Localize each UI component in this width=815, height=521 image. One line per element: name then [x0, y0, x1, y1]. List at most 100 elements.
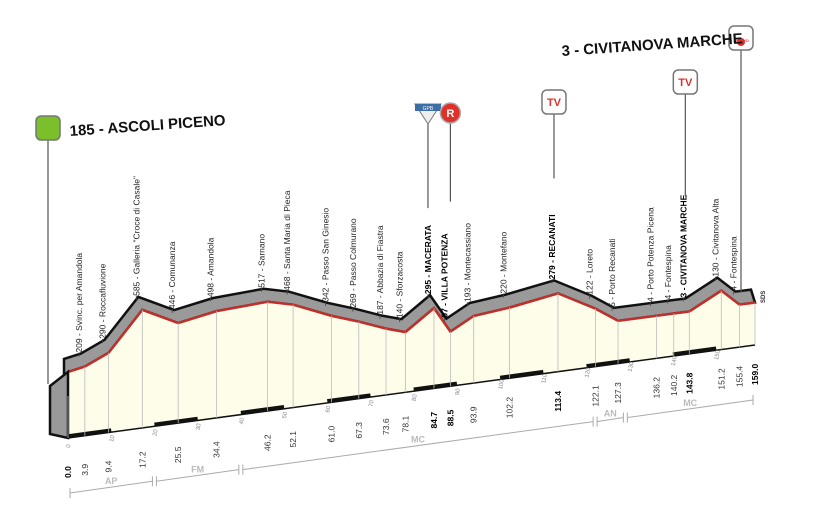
waypoint: 93.9 193 - Montecassiano: [463, 223, 479, 423]
km-tick-label: 70: [369, 399, 376, 407]
km-label: 46.2: [263, 434, 273, 451]
km-label: 52.1: [288, 431, 298, 448]
waypoint-name: 269 - Passo Colmurano: [348, 218, 358, 308]
finish-label: 3 - CIVITANOVA MARCHE: [561, 30, 743, 60]
km-label: 159.0: [750, 363, 760, 385]
profile-fill: [68, 290, 755, 438]
km-label: 84.7: [429, 412, 439, 429]
km-tick-label: 140: [671, 355, 679, 367]
waypoint: 136.2 4 - Porto Potenza Picena: [645, 207, 661, 398]
tv-icon-text: TV: [678, 77, 693, 89]
waypoint: 67.3 269 - Passo Colmurano: [348, 218, 364, 439]
waypoint-name: 193 - Montecassiano: [463, 223, 473, 302]
waypoint: 46.2 517 - Sarnano: [257, 234, 273, 451]
waypoint: 159.0: [750, 302, 760, 385]
waypoint-name: 97 - VILLA POTENZA: [439, 233, 449, 317]
km-scale-segment: [586, 358, 630, 368]
feed-text: R: [446, 108, 454, 120]
waypoint: 140.2 4 - Fontespina: [663, 245, 679, 396]
region-line: [597, 417, 624, 423]
km-scale-segment: [499, 369, 544, 380]
baseline: [67, 344, 756, 439]
tv-icon: TV: [672, 69, 699, 95]
region-label: FM: [191, 464, 204, 474]
sprint-band: [414, 104, 441, 111]
region-label: MC: [683, 398, 697, 408]
waypoint-name: 290 - Roccafluvione: [98, 263, 108, 338]
km-scale-segment: [67, 428, 112, 438]
km-label: 122.1: [591, 385, 601, 407]
waypoint-name: 209 - Svinc. per Amandola: [74, 253, 84, 353]
km-tick-label: 30: [196, 423, 203, 431]
km-tick-label: 10: [109, 434, 116, 442]
waypoint-name: 295 - MACERATA: [423, 225, 433, 294]
km-label: 17.2: [137, 451, 147, 468]
km-tick-label: 150: [714, 349, 722, 361]
waypoint-name: 130 - Civitanova Alta: [710, 198, 720, 276]
waypoint: 25.5 446 - Comunanza: [167, 241, 183, 463]
waypoint-name: 279 - RECANATI: [547, 214, 557, 279]
region-bracket: FM: [155, 464, 240, 487]
region-label: AN: [604, 409, 617, 419]
waypoint-name: 187 - Abbazia di Fiastra: [375, 225, 385, 315]
region-bracket: AN: [596, 409, 624, 427]
region-line: [156, 469, 239, 482]
waypoint-name: 5 - Porto Recanati: [607, 238, 617, 307]
km-label: 127.3: [613, 382, 623, 404]
finish-target: [737, 38, 745, 46]
km-tick-label: 80: [412, 393, 419, 401]
waypoint-name: 4 - Fontespina: [728, 236, 738, 291]
start-label: 185 - ASCOLI PICENO: [69, 112, 226, 140]
waypoint: 122.1 122 - Loreto: [585, 249, 601, 407]
km-scale-segment: [154, 416, 198, 427]
tv-icon: TV: [541, 89, 567, 115]
waypoint: 78.1 140 - Sforzacosta: [394, 251, 410, 432]
waypoint-name: 3 - CIVITANOVA MARCHE: [678, 194, 688, 297]
waypoint: 155.4 4 - Fontespina: [728, 236, 744, 387]
waypoint-name: 342 - Passo San Ginesio: [321, 208, 331, 302]
waypoint: 3.9 209 - Svinc. per Amandola: [74, 253, 90, 476]
km-label: 102.2: [505, 397, 515, 419]
sds-label: SDS: [761, 291, 767, 303]
km-tick-label: 130: [628, 361, 636, 373]
km-label: 113.4: [553, 391, 563, 412]
region-bracket: MC: [626, 395, 754, 423]
km-label: 151.2: [716, 368, 726, 390]
waypoint-name: 220 - Montefano: [499, 231, 509, 293]
finish-arrivo-icon: ARRIVO: [728, 25, 754, 51]
km-label: 67.3: [354, 422, 364, 439]
waypoint: 17.2 585 - Galleria "Croce di Casale": [131, 176, 147, 468]
km-label: 25.5: [173, 446, 183, 463]
waypoint: 127.3 5 - Porto Recanati: [607, 238, 623, 403]
feed-zone-r-icon: R: [439, 102, 462, 124]
waypoint-name: 517 - Sarnano: [257, 234, 267, 288]
waypoint-name: 4 - Fontespina: [663, 245, 673, 300]
waypoint: 0.0: [63, 396, 73, 478]
km-label: 140.2: [669, 374, 679, 396]
waypoint: 88.5 97 - VILLA POTENZA: [439, 233, 455, 426]
icons: GPB R TV TV ARRIVO: [35, 25, 754, 384]
waypoint: 84.7 295 - MACERATA: [423, 225, 439, 428]
waypoint: 143.8 3 - CIVITANOVA MARCHE: [678, 194, 694, 394]
waypoint: 113.4 279 - RECANATI: [547, 214, 563, 411]
waypoint: 61.0 342 - Passo San Ginesio: [321, 208, 337, 443]
region-label: AP: [105, 476, 118, 486]
km-scale-segment: [240, 405, 285, 415]
region-bracket: AP: [69, 476, 153, 498]
km-label: 93.9: [469, 406, 479, 423]
km-label: 3.9: [80, 464, 90, 476]
waypoint-name: 446 - Comunanza: [167, 241, 177, 309]
region-line: [242, 421, 594, 471]
km-label: 78.1: [400, 416, 410, 433]
km-tick-label: 0: [66, 443, 73, 448]
tv-icon-frame: [541, 89, 567, 115]
km-tick-label: 100: [498, 378, 506, 390]
waypoint-name: 468 - Santa Maria di Pieca: [282, 190, 292, 290]
waypoint-name: 4 - Porto Potenza Picena: [645, 207, 655, 302]
km-label: 9.4: [104, 460, 114, 472]
km-scale-segment: [413, 381, 458, 391]
km-scale-segment: [672, 346, 717, 356]
province-regions: AP FM MC AN MC: [69, 395, 754, 498]
waypoint-name: 122 - Loreto: [585, 249, 595, 295]
